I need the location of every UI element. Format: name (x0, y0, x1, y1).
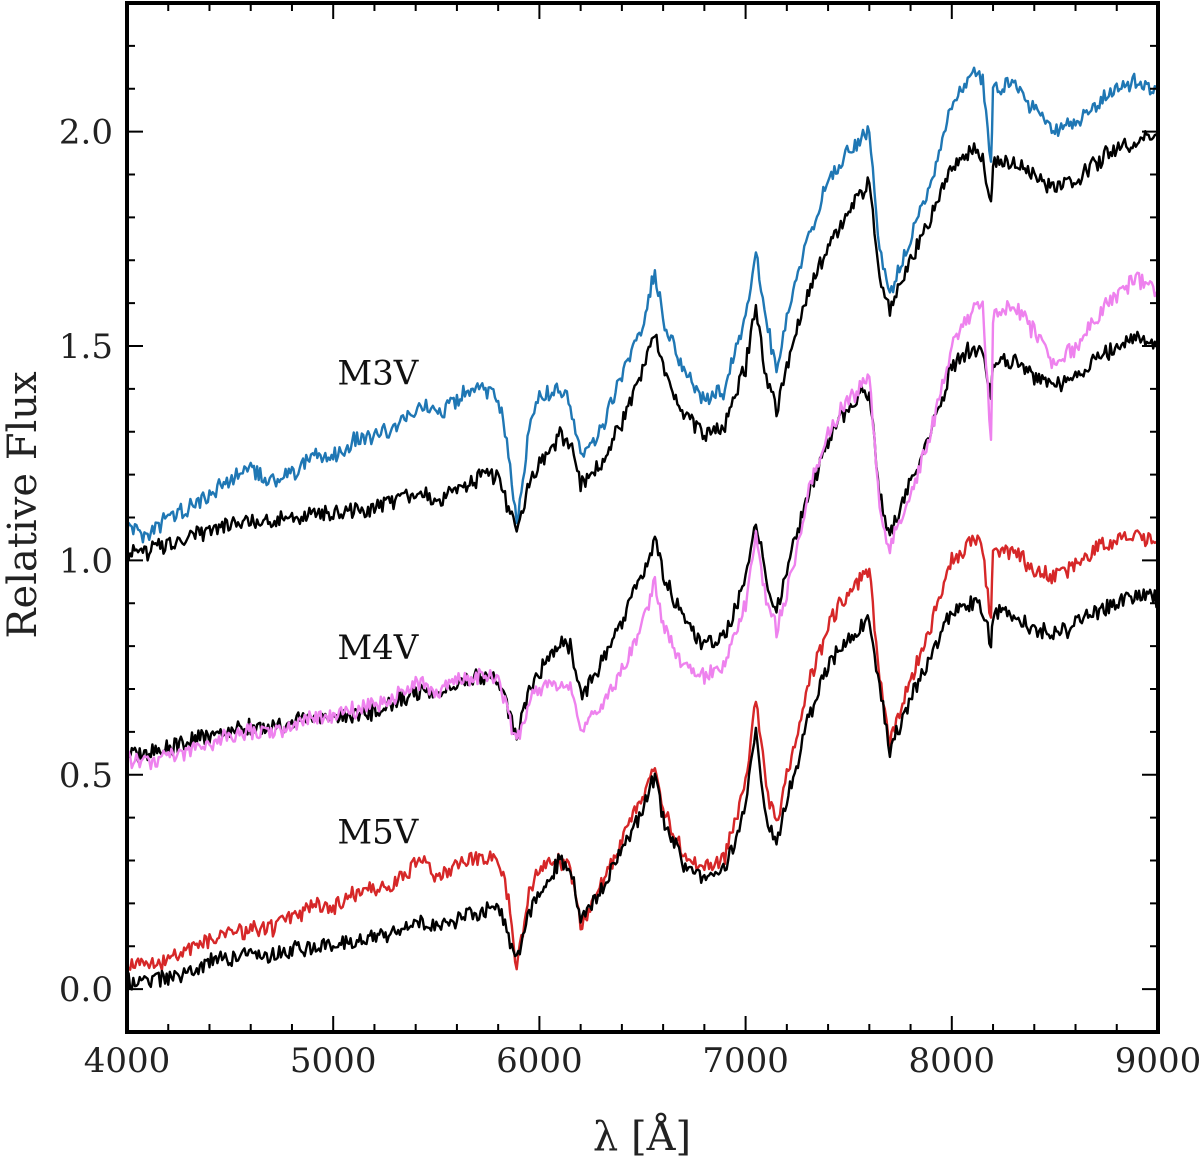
y-tick-label: 2.0 (59, 113, 113, 153)
x-tick-label: 5000 (290, 1041, 377, 1081)
x-tick-label: 6000 (496, 1041, 583, 1081)
x-tick-label: 7000 (702, 1041, 789, 1081)
x-axis-label: λ [Å] (593, 1113, 691, 1160)
annotation-m3v: M3V (337, 354, 419, 394)
series-line-6 (125, 588, 1160, 991)
x-tick-label: 4000 (84, 1041, 171, 1081)
annotation-m4v: M4V (337, 628, 419, 668)
y-axis-label: Relative Flux (0, 371, 46, 639)
x-tick-label: 8000 (909, 1041, 996, 1081)
series-line-2 (125, 130, 1160, 562)
series-layer (125, 66, 1160, 991)
tick-labels: 4000 5000 6000 7000 8000 9000 0.0 0.5 1.0 1.5 2.0 (59, 113, 1200, 1081)
y-tick-label: 0.5 (59, 756, 113, 796)
x-tick-label: 9000 (1115, 1041, 1200, 1081)
y-tick-label: 1.5 (59, 327, 113, 367)
series-line-1 (125, 66, 1160, 544)
y-tick-label: 1.0 (59, 541, 113, 581)
series-line-4 (125, 271, 1160, 771)
plot-frame (125, 1, 1160, 1034)
y-tick-label: 0.0 (59, 970, 113, 1010)
annotation-m5v: M5V (337, 812, 419, 852)
annotations: M3V M4V M5V (337, 354, 419, 853)
series-line-5 (125, 529, 1160, 972)
